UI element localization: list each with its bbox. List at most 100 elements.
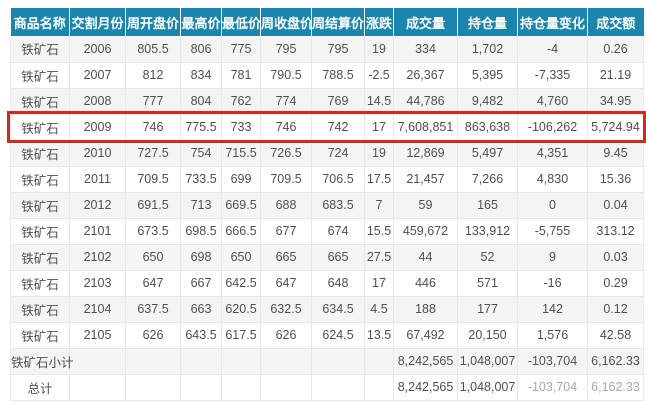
table-row: 铁矿石 2103 647 667 642.5 647 648 17 446 571 -16 0.29 [10, 270, 644, 297]
table-cell [69, 348, 126, 375]
table-row: 铁矿石 2012 691.5 713 669.5 688 683.5 7 59 165 0 0.04 [10, 192, 644, 219]
table-cell: 733 [221, 114, 261, 141]
column-header: 商品名称 [10, 8, 70, 36]
table-row: 铁矿石 2009 746 775.5 733 746 742 17 7,608,851 863,6… [10, 114, 644, 141]
table-cell: 746 [260, 114, 312, 141]
table-cell: 7,266 [457, 166, 518, 193]
table-cell: 铁矿石 [10, 62, 70, 89]
column-header: 涨跌 [364, 8, 394, 36]
column-header: 交割月份 [69, 8, 126, 36]
table-cell: 806 [180, 36, 222, 63]
table-cell: 663 [180, 296, 222, 323]
table-row: 铁矿石 2105 626 643.5 617.5 626 624.5 13.5 67,492 20… [10, 322, 644, 349]
table-cell: 774 [260, 88, 312, 115]
table-row: 铁矿石 2011 709.5 733.5 699 709.5 706.5 17.5 21,457… [10, 166, 644, 193]
table-row: 铁矿石 2104 637.5 663 620.5 632.5 634.5 4.5 188 177 1… [10, 296, 644, 323]
table-cell: 733.5 [180, 166, 222, 193]
table-cell: 459,672 [393, 218, 458, 245]
table-cell: 812 [125, 62, 181, 89]
table-cell [180, 348, 222, 375]
table-cell: 26,367 [393, 62, 458, 89]
column-header: 持仓量 [457, 8, 518, 36]
table-cell: 铁矿石 [10, 36, 70, 63]
table-cell: 1,048,007 [457, 348, 518, 375]
table-cell: 铁矿石 [10, 192, 70, 219]
table-cell: 1,048,007 [457, 374, 518, 401]
table-cell: 2009 [69, 114, 126, 141]
table-cell: 650 [125, 244, 181, 271]
table-cell: -103,704 [517, 348, 588, 375]
header-row: 商品名称 交割月份 周开盘价 最高价 最低价 周收盘价 周结算价 涨跌 成交量 持仓量 持仓量变化成… [10, 8, 644, 36]
table-cell: -4 [517, 36, 588, 63]
table-cell [364, 374, 394, 401]
table-cell: -103,704 [517, 374, 588, 401]
table-cell: 742 [311, 114, 365, 141]
table-cell: 790.5 [260, 62, 312, 89]
table-cell: 691.5 [125, 192, 181, 219]
column-header: 周开盘价 [125, 8, 181, 36]
table-cell: 13.5 [364, 322, 394, 349]
table-cell: 2007 [69, 62, 126, 89]
table-cell: 683.5 [311, 192, 365, 219]
table-cell: 19 [364, 36, 394, 63]
table-cell [311, 374, 365, 401]
table-cell: 17 [364, 270, 394, 297]
table-cell: 17 [364, 114, 394, 141]
table-cell: 铁矿石 [10, 114, 70, 141]
table-cell: 27.5 [364, 244, 394, 271]
table-cell: 4,351 [517, 140, 588, 167]
table-cell: 2104 [69, 296, 126, 323]
table-cell: 706.5 [311, 166, 365, 193]
table-cell: 1,576 [517, 322, 588, 349]
table-cell [125, 374, 181, 401]
table-cell: 715.5 [221, 140, 261, 167]
table-cell: 8,242,565 [393, 348, 458, 375]
table-cell: 643.5 [180, 322, 222, 349]
table-cell: 313.12 [587, 218, 644, 245]
table-cell: 19 [364, 140, 394, 167]
table-cell: 7 [364, 192, 394, 219]
table-row: 铁矿石 2010 727.5 754 715.5 726.5 724 19 12,869 5,49… [10, 140, 644, 167]
column-header: 最高价 [180, 8, 222, 36]
table-cell: 0.26 [587, 36, 644, 63]
table-cell: 666.5 [221, 218, 261, 245]
table-cell: 669.5 [221, 192, 261, 219]
table-cell: 650 [221, 244, 261, 271]
table-wrapper: 商品名称 交割月份 周开盘价 最高价 最低价 周收盘价 周结算价 涨跌 成交量 持仓量 持仓量变化成… [10, 8, 644, 401]
table-cell: 665 [311, 244, 365, 271]
column-header: 成交量 [393, 8, 458, 36]
table-cell: 665 [260, 244, 312, 271]
column-header: 周结算价 [311, 8, 365, 36]
table-cell: 9.45 [587, 140, 644, 167]
table-cell: 0 [517, 192, 588, 219]
table-cell [311, 348, 365, 375]
table-cell: 777 [125, 88, 181, 115]
table-row: 铁矿石 2102 650 698 650 665 665 27.5 44 52 9 0.03 [10, 244, 644, 271]
table-cell: 52 [457, 244, 518, 271]
table-cell: 188 [393, 296, 458, 323]
table-cell: 698 [180, 244, 222, 271]
table-cell: 12,869 [393, 140, 458, 167]
table-cell: 142 [517, 296, 588, 323]
table-cell: 44,786 [393, 88, 458, 115]
table-cell: 754 [180, 140, 222, 167]
table-cell: 775 [221, 36, 261, 63]
table-cell: 总计 [10, 374, 70, 401]
table-cell: 727.5 [125, 140, 181, 167]
table-cell: 21,457 [393, 166, 458, 193]
table-cell: 2006 [69, 36, 126, 63]
futures-weekly-table: 商品名称 交割月份 周开盘价 最高价 最低价 周收盘价 周结算价 涨跌 成交量 持仓量 持仓量变化成… [10, 8, 644, 401]
table-cell: 42.58 [587, 322, 644, 349]
table-cell: 165 [457, 192, 518, 219]
table-cell: 667 [180, 270, 222, 297]
table-cell: 34.95 [587, 88, 644, 115]
table-cell: 4.5 [364, 296, 394, 323]
table-cell: 铁矿石 [10, 140, 70, 167]
table-row: 铁矿石 2007 812 834 781 790.5 788.5 -2.5 26,367 5,39… [10, 62, 644, 89]
table-row: 铁矿石 2101 673.5 698.5 666.5 677 674 15.5 459,672 1… [10, 218, 644, 245]
table-cell: 铁矿石 [10, 322, 70, 349]
table-cell: 334 [393, 36, 458, 63]
table-cell: 铁矿石小计 [10, 348, 74, 375]
table-cell: 709.5 [260, 166, 312, 193]
table-cell: 21.19 [587, 62, 644, 89]
